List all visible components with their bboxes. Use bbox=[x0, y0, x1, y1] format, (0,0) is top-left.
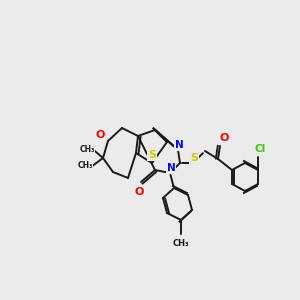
Text: CH₃: CH₃ bbox=[77, 161, 93, 170]
Text: O: O bbox=[219, 133, 229, 143]
Text: S: S bbox=[148, 150, 156, 160]
Text: S: S bbox=[190, 153, 198, 163]
Text: O: O bbox=[134, 187, 144, 197]
Text: N: N bbox=[167, 163, 176, 173]
Text: Cl: Cl bbox=[254, 144, 266, 154]
Text: CH₃: CH₃ bbox=[79, 146, 95, 154]
Text: CH₃: CH₃ bbox=[173, 238, 189, 247]
Text: O: O bbox=[95, 130, 105, 140]
Text: N: N bbox=[175, 140, 183, 150]
